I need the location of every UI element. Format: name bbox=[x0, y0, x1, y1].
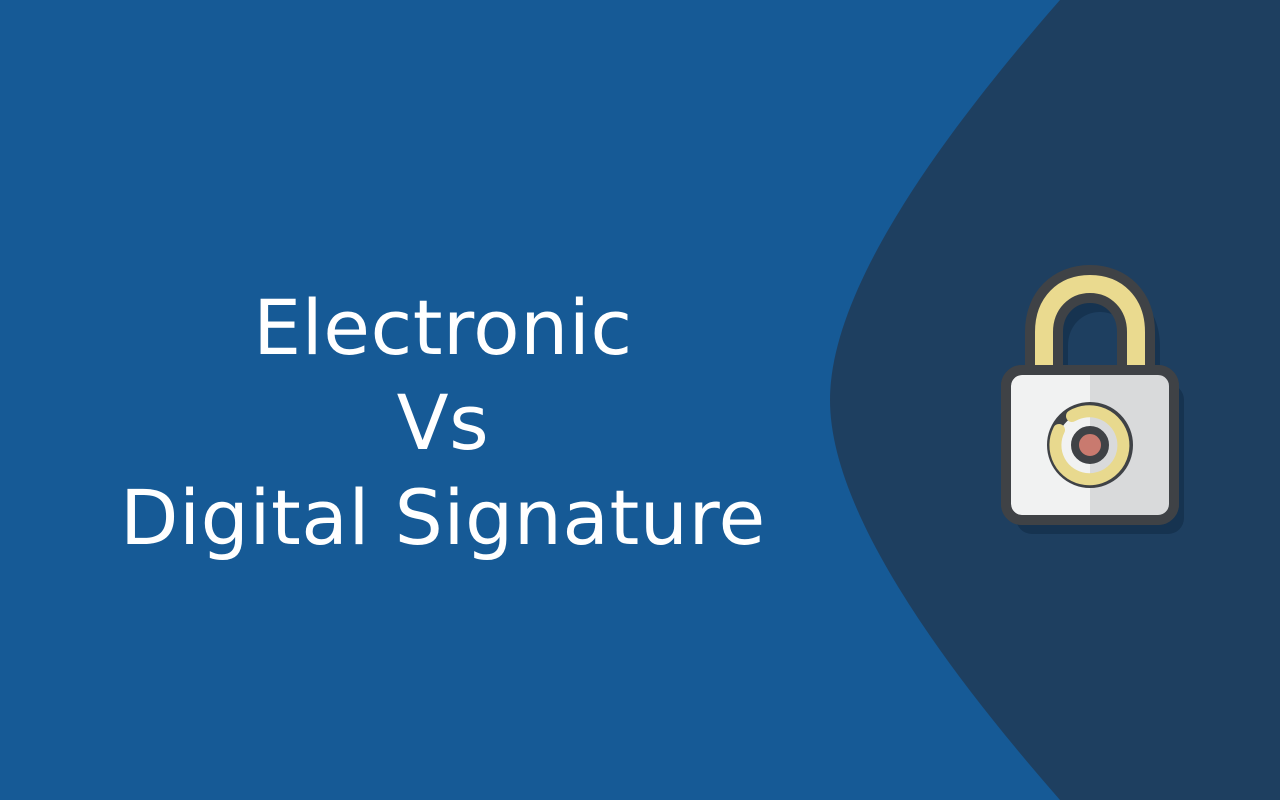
title-block: Electronic Vs Digital Signature bbox=[120, 280, 766, 565]
title-line-1: Electronic bbox=[253, 280, 633, 375]
title-line-2: Vs bbox=[397, 375, 490, 470]
infographic-canvas: Electronic Vs Digital Signature bbox=[0, 0, 1280, 800]
title-line-3: Digital Signature bbox=[120, 470, 766, 565]
lock-icon bbox=[980, 260, 1200, 520]
